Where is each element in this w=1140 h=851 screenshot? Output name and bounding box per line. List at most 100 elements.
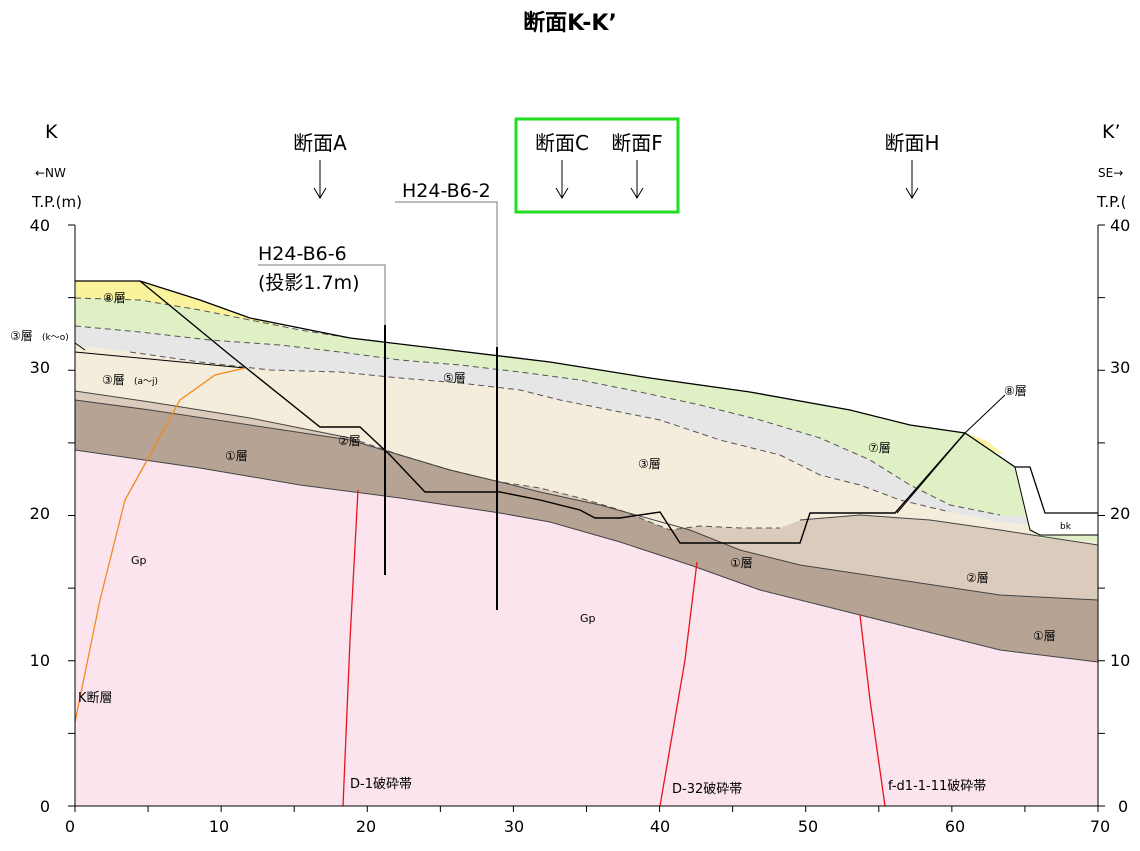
layer3-label: ③層 [638,457,661,471]
layer-1 [75,400,1098,662]
x-tick-label: 30 [504,817,524,836]
layer3-aj-label: ③層 [102,373,125,387]
fault-d32-line [659,561,698,807]
boundary-3ko-a [74,342,86,351]
fault-k-label: K断層 [78,691,113,706]
bk-lower-line [1014,466,1098,536]
arrow-down-icon [630,160,644,199]
left-end-label: K [45,121,58,143]
section-arrows [313,160,919,199]
y-tick-label-right: 20 [1110,504,1130,523]
layer-2 [75,391,1098,600]
y-axis-ticks [68,224,1105,807]
layer-3 [75,345,1098,545]
layer3-ko-label: ③層 [10,329,33,343]
x-tick-label: 0 [65,817,75,836]
axes [68,224,1105,812]
x-tick-label: 10 [209,817,229,836]
y-tick-label-right: 0 [1118,797,1128,816]
boundary-1-gp [74,449,1099,663]
layer3-aj-sub: (a〜j) [134,377,158,387]
layer-labels: ⑧層 ③層 (k〜o) ③層 (a〜j) ⑤層 ②層 ①層 ③層 ⑦層 ⑧層 ①… [10,291,1072,643]
arrow-down-icon [555,160,569,199]
y-tick-label-right: 30 [1110,358,1130,377]
bk-fill [1015,467,1098,535]
layer1-label: ①層 [225,449,248,463]
layer2-label: ②層 [338,434,361,448]
layer-5 [75,326,1098,532]
layer8-label: ⑧層 [103,291,126,305]
faults [74,367,886,807]
axis-tick-labels: 0 10 20 30 40 50 60 70 0 10 20 30 40 0 1… [30,216,1131,836]
layer-gp-basement [75,450,1098,806]
x-tick-label: 60 [945,817,965,836]
borehole-b6-6-leader [258,264,386,325]
layer2-right-label: ②層 [966,571,989,585]
boundary-2-1 [74,399,1099,601]
borehole-b6-2-name: H24-B6-2 [402,180,491,202]
cross-section-markers: 断面A 断面C 断面F 断面H [293,117,940,214]
layer1-mid-label: ①層 [730,556,753,570]
fault-k-line [74,367,246,723]
excavation-line [139,280,966,544]
borehole-b6-6-note: (投影1.7m) [258,272,360,294]
gp-mid-label: Gp [580,612,596,625]
borehole-b6-6-name: H24-B6-6 [258,243,347,265]
section-a-label: 断面A [293,131,347,155]
layer-boundaries [74,297,1001,531]
highlight-box [514,117,680,214]
ground-surface-line [75,280,1098,514]
y-tick-label-left: 30 [30,358,50,377]
layer1-right-label: ①層 [1033,629,1056,643]
boundary-7-5 [74,325,1001,516]
layer8-right-label: ⑧層 [1004,384,1027,398]
section-title: 断面K-K’ [523,10,617,36]
layer8-right-leader [896,394,1006,514]
boundary-3ko-b [74,351,246,369]
layer-8 [75,281,300,330]
right-end-label: K’ [1102,121,1121,143]
x-axis-ticks [74,806,1099,812]
layer5-label: ⑤層 [443,371,466,385]
section-f-label: 断面F [611,131,663,155]
boreholes: H24-B6-6 (投影1.7m) H24-B6-2 [258,180,498,610]
arrow-down-icon [313,160,327,199]
arrow-down-icon [905,160,919,199]
layer3-ko-sub: (k〜o) [42,333,69,343]
right-direction: SE→ [1098,166,1123,180]
fault-d32-label: D-32破砕帯 [672,782,742,797]
boundary-8-7 [74,297,351,339]
fault-fd1-line [859,614,886,807]
x-tick-label: 50 [798,817,818,836]
left-axis-unit: T.P.(m) [31,193,82,211]
fault-labels: K断層 D-1破砕帯 D-32破砕帯 f-d1-1-11破砕帯 [78,691,986,797]
geology-layers [75,281,1098,806]
y-tick-label-left: 10 [30,651,50,670]
bk-label: bk [1060,522,1072,532]
x-tick-label: 20 [356,817,376,836]
layer-7 [75,298,1098,542]
y-tick-label-left: 40 [30,216,50,235]
y-tick-label-left: 0 [40,797,50,816]
y-tick-label-right: 40 [1110,216,1130,235]
borehole-b6-2-leader [395,201,498,347]
fault-fd1-label: f-d1-1-11破砕帯 [888,779,986,794]
boundary-3-2-right [799,514,1099,546]
solid-boundaries [74,342,1099,663]
boundary-5-3 [129,351,951,513]
gp-left-label: Gp [131,554,147,567]
fault-d1-label: D-1破砕帯 [350,777,412,792]
x-tick-label: 40 [650,817,670,836]
y-tick-label-right: 10 [1110,651,1130,670]
fault-d1-line [342,489,359,807]
y-tick-label-left: 20 [30,504,50,523]
layer-8-right [965,433,1005,455]
section-h-label: 断面H [884,131,939,155]
x-tick-label: 70 [1090,817,1110,836]
layer7-label: ⑦層 [868,441,891,455]
right-axis-unit: T.P.( [1096,193,1126,211]
boundary-3-2-left [74,390,351,439]
section-c-label: 断面C [535,131,589,155]
left-direction: ←NW [35,166,66,180]
